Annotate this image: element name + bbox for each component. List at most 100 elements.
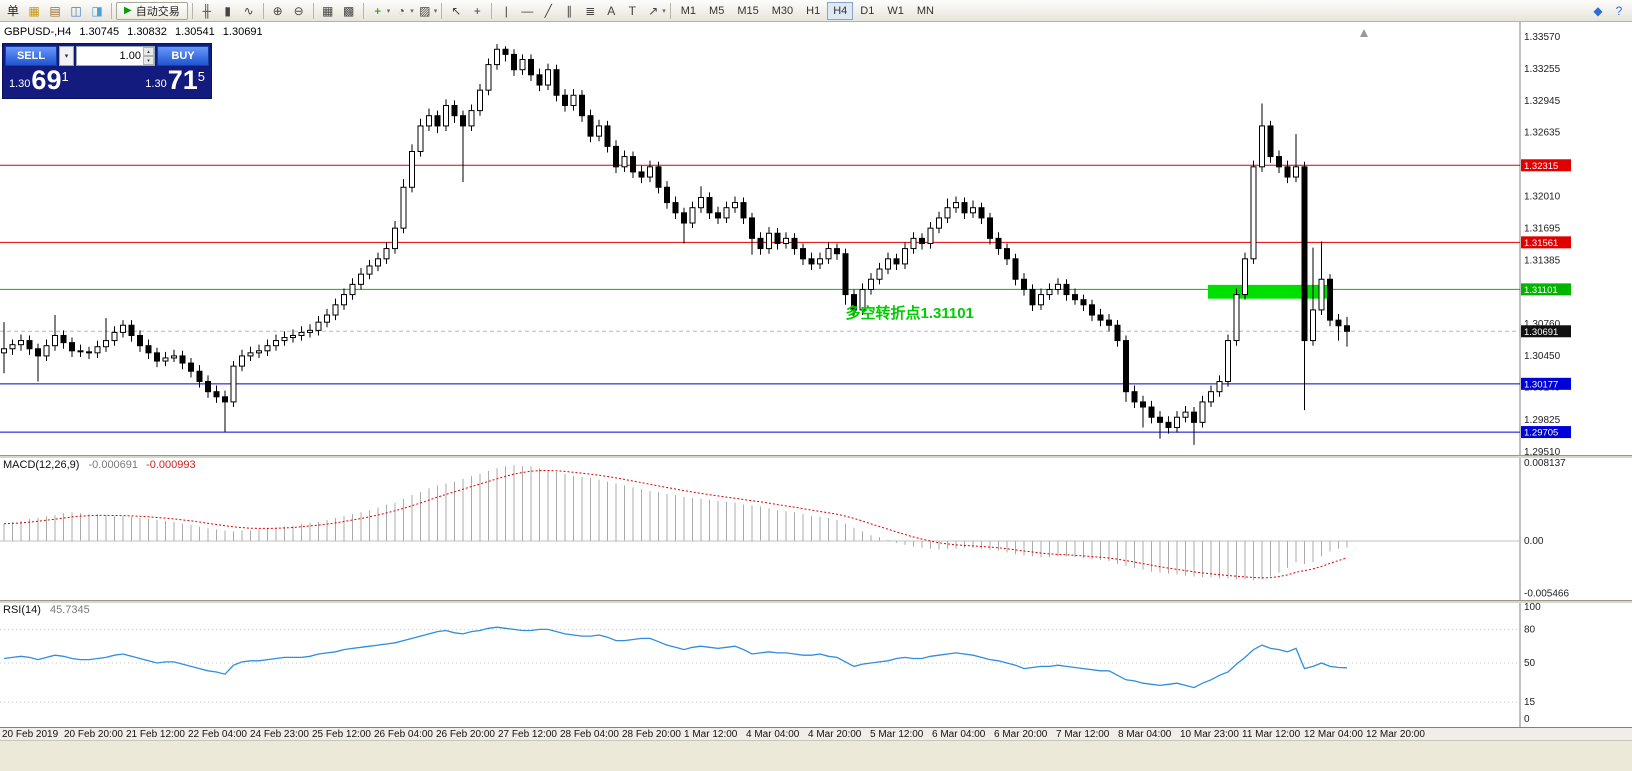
- timeframe-h4[interactable]: H4: [827, 1, 854, 20]
- timeframe-mn[interactable]: MN: [911, 2, 940, 20]
- profiles-icon[interactable]: ▤: [49, 3, 61, 18]
- price-line-label: 1.29705: [1524, 428, 1558, 439]
- crosshair-icon[interactable]: +: [473, 3, 481, 18]
- time-label: 10 Mar 23:00: [1180, 729, 1239, 740]
- periods-icon-dropdown[interactable]: ▾: [410, 7, 414, 15]
- time-label: 26 Feb 04:00: [374, 729, 433, 740]
- time-label: 20 Feb 2019: [2, 729, 59, 740]
- lot-presets-dropdown[interactable]: ▾: [59, 46, 74, 66]
- toolbar-separator: [491, 2, 493, 19]
- buy-price[interactable]: 1.30 71 5: [145, 65, 205, 95]
- macd-chart[interactable]: 0.008137 0.00 -0.005466: [0, 458, 1632, 600]
- toolbar-separator: [362, 2, 364, 19]
- time-label: 1 Mar 12:00: [684, 729, 738, 740]
- market-watch-icon[interactable]: ◫: [70, 3, 82, 18]
- trendline-icon[interactable]: ╱: [544, 3, 552, 18]
- rsi-pane[interactable]: 100 80 50 15 0 RSI(14) 45.7345: [0, 603, 1632, 727]
- candlestick-chart[interactable]: 1.335701.332551.329451.326351.323251.320…: [0, 22, 1632, 455]
- line-chart-icon[interactable]: ∿: [243, 3, 254, 18]
- buy-button[interactable]: BUY: [157, 46, 209, 66]
- text-icon[interactable]: A: [607, 3, 616, 18]
- timeframe-m15[interactable]: M15: [731, 2, 764, 20]
- window-bottom-area: [0, 740, 1632, 771]
- lot-increase-button[interactable]: ▴: [142, 47, 154, 56]
- svg-text:0: 0: [1524, 714, 1530, 725]
- svg-text:1.32010: 1.32010: [1524, 191, 1561, 202]
- pivot-annotation: 多空转折点1.31101: [846, 304, 974, 322]
- lot-size-field: ▴ ▾: [76, 46, 155, 66]
- svg-text:50: 50: [1524, 658, 1536, 669]
- bar-high: 1.30832: [127, 26, 167, 38]
- rsi-line: [3, 626, 1348, 689]
- time-label: 7 Mar 12:00: [1056, 729, 1110, 740]
- indicators-add-icon[interactable]: +: [374, 3, 382, 18]
- time-label: 26 Feb 20:00: [436, 729, 495, 740]
- fibonacci-icon[interactable]: ≣: [585, 3, 596, 18]
- zoom-out-icon[interactable]: ⊖: [293, 3, 304, 18]
- cascade-windows-icon[interactable]: ▩: [343, 3, 355, 18]
- time-label: 4 Mar 20:00: [808, 729, 862, 740]
- rsi-name: RSI(14): [3, 604, 41, 616]
- help-icon[interactable]: ?: [1615, 3, 1623, 18]
- symbol-info: GBPUSD-,H4 1.30745 1.30832 1.30541 1.306…: [4, 26, 268, 38]
- svg-text:0.008137: 0.008137: [1524, 458, 1566, 469]
- cursor-icon[interactable]: ↖: [451, 3, 462, 18]
- time-label: 12 Mar 04:00: [1304, 729, 1363, 740]
- macd-name: MACD(12,26,9): [3, 459, 80, 471]
- periods-icon[interactable]: ◔: [397, 3, 405, 18]
- arrows-icon[interactable]: ↗: [648, 3, 659, 18]
- one-click-trading-panel: SELL ▾ ▴ ▾ BUY 1.30 69 1 1.30 71 5: [2, 43, 212, 99]
- timeframe-m5[interactable]: M5: [703, 2, 730, 20]
- pane-splitter-2[interactable]: [0, 600, 1632, 603]
- main-chart-pane[interactable]: 1.335701.332551.329451.326351.323251.320…: [0, 22, 1632, 455]
- toolbar: 单 ▦ ▤ ◫ ◨ ▶ 自动交易 ╫ ▮ ∿ ⊕ ⊖ ▦ ▩ + ▾ ◔ ▾ ▨ ▾ ↖ + | — ╱ ∥ ≣ A T ↗ ▾ M1 M5 M1…: [0, 0, 1632, 22]
- navigator-icon[interactable]: ◨: [91, 3, 103, 18]
- arrows-icon-dropdown[interactable]: ▾: [662, 7, 666, 15]
- candlestick-chart-icon[interactable]: ▮: [224, 3, 231, 18]
- tile-windows-icon[interactable]: ▦: [322, 3, 334, 18]
- toolbar-separator: [312, 2, 314, 19]
- bar-chart-icon[interactable]: ╫: [202, 3, 211, 18]
- bid-price-label: 1.30691: [1524, 327, 1558, 338]
- toolbar-separator: [441, 2, 443, 19]
- pane-splitter-1[interactable]: [0, 455, 1632, 458]
- timeframe-m1[interactable]: M1: [675, 2, 702, 20]
- time-label: 25 Feb 12:00: [312, 729, 371, 740]
- zoom-in-icon[interactable]: ⊕: [272, 3, 283, 18]
- time-label: 11 Mar 12:00: [1242, 729, 1301, 740]
- svg-text:1.31695: 1.31695: [1524, 224, 1561, 235]
- templates-icon-dropdown[interactable]: ▾: [433, 7, 438, 15]
- svg-text:1.32635: 1.32635: [1524, 128, 1561, 139]
- horizontal-line-icon[interactable]: —: [521, 3, 534, 18]
- text-label-icon[interactable]: T: [628, 3, 636, 18]
- chart-window-icon[interactable]: ▦: [28, 3, 40, 18]
- macd-pane[interactable]: 0.008137 0.00 -0.005466 MACD(12,26,9) -0.0…: [0, 458, 1632, 600]
- time-label: 28 Feb 20:00: [622, 729, 681, 740]
- svg-text:100: 100: [1524, 603, 1541, 613]
- templates-icon[interactable]: ▨: [419, 3, 431, 18]
- rsi-chart[interactable]: 100 80 50 15 0: [0, 603, 1632, 727]
- rsi-value: 45.7345: [49, 604, 90, 616]
- pivot-zone-rectangle: [1208, 284, 1333, 299]
- toolbar-separator: [262, 2, 264, 19]
- price-line-label: 1.30177: [1524, 379, 1558, 390]
- indicators-add-icon-dropdown[interactable]: ▾: [386, 7, 391, 15]
- sell-button[interactable]: SELL: [5, 46, 57, 66]
- time-axis[interactable]: 20 Feb 2019 20 Feb 20:00 21 Feb 12:00 22 Fe…: [0, 727, 1632, 740]
- timeframe-h1[interactable]: H1: [800, 2, 826, 20]
- svg-text:1.33255: 1.33255: [1524, 64, 1561, 75]
- lot-size-input[interactable]: [77, 47, 143, 65]
- toolbar-separator: [669, 2, 671, 19]
- sell-price[interactable]: 1.30 69 1: [9, 65, 69, 95]
- timeframe-m30[interactable]: M30: [766, 2, 799, 20]
- time-label: 8 Mar 04:00: [1118, 729, 1172, 740]
- lot-decrease-button[interactable]: ▾: [142, 56, 154, 65]
- channel-icon[interactable]: ∥: [566, 3, 573, 18]
- new-order-icon[interactable]: 单: [6, 4, 19, 18]
- autotrading-button[interactable]: ▶ 自动交易: [116, 1, 188, 20]
- timeframe-d1[interactable]: D1: [854, 2, 880, 20]
- vertical-line-icon[interactable]: |: [504, 3, 508, 18]
- time-label: 24 Feb 23:00: [250, 729, 309, 740]
- timeframe-w1[interactable]: W1: [881, 2, 910, 20]
- community-icon[interactable]: ◆: [1593, 3, 1603, 18]
